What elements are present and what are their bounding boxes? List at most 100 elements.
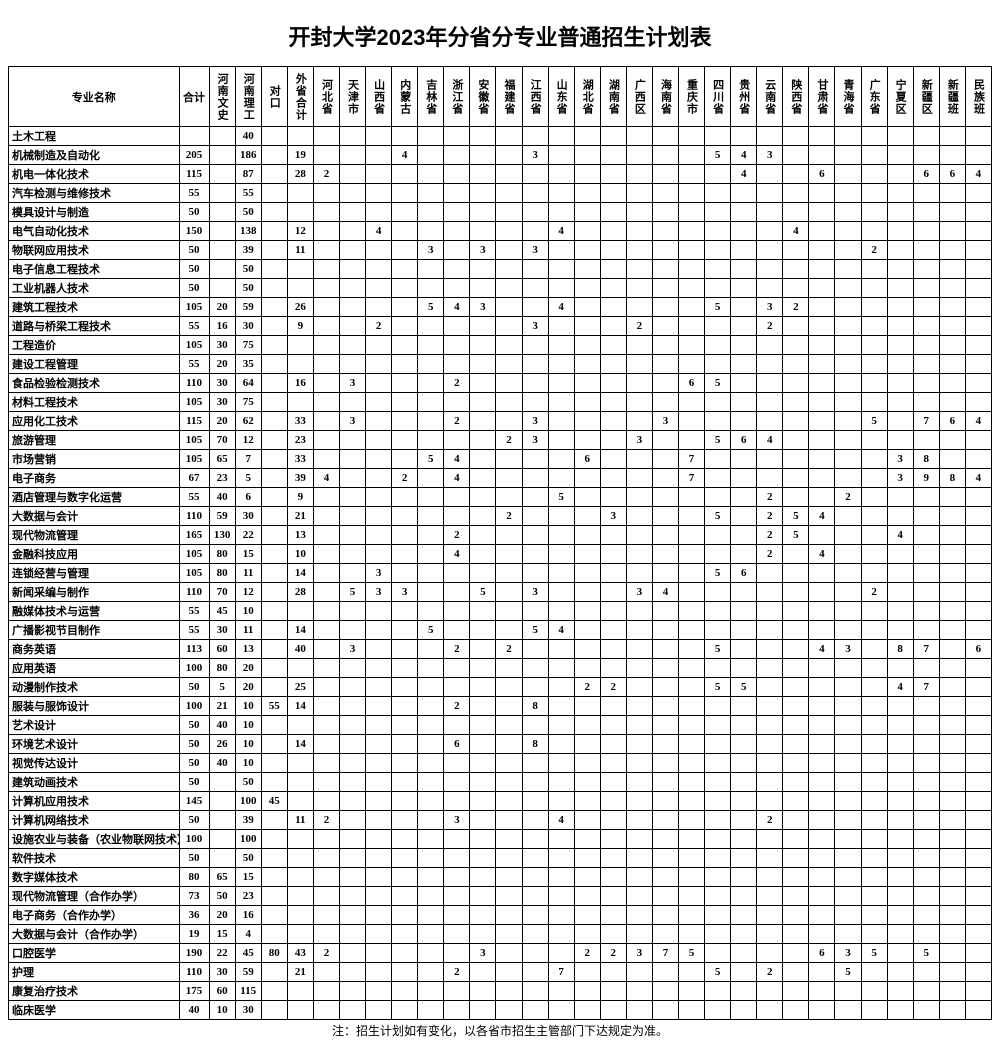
cell-xjb — [939, 431, 965, 450]
cell-gz — [731, 925, 757, 944]
cell-gs — [809, 906, 835, 925]
cell-xjb — [939, 393, 965, 412]
cell-jx — [522, 507, 548, 526]
cell-sx — [366, 1001, 392, 1020]
cell-hub — [574, 393, 600, 412]
cell-nx — [887, 906, 913, 925]
cell-gz: 5 — [731, 678, 757, 697]
cell-hb — [313, 887, 339, 906]
cell-cq — [679, 678, 705, 697]
cell-wshj: 26 — [287, 298, 313, 317]
cell-hnws: 80 — [209, 659, 235, 678]
cell-sc: 5 — [705, 564, 731, 583]
cell-gd — [861, 735, 887, 754]
cell-nx — [887, 241, 913, 260]
cell-total: 100 — [179, 697, 209, 716]
cell-gs — [809, 488, 835, 507]
cell-nmg — [392, 184, 418, 203]
cell-sd — [548, 887, 574, 906]
cell-nmg — [392, 1001, 418, 1020]
cell-total: 115 — [179, 165, 209, 184]
cell-yn — [757, 203, 783, 222]
cell-qh — [835, 659, 861, 678]
cell-sx — [366, 184, 392, 203]
cell-hun — [600, 1001, 626, 1020]
cell-xj — [913, 583, 939, 602]
cell-major: 电子信息工程技术 — [9, 260, 180, 279]
cell-cq — [679, 222, 705, 241]
cell-xj — [913, 203, 939, 222]
cell-sx — [366, 469, 392, 488]
table-row: 应用化工技术11520623332335764 — [9, 412, 992, 431]
cell-qh: 2 — [835, 488, 861, 507]
cell-hb — [313, 792, 339, 811]
cell-hb — [313, 754, 339, 773]
cell-nmg: 2 — [392, 469, 418, 488]
cell-hnws: 45 — [209, 602, 235, 621]
cell-gd: 2 — [861, 583, 887, 602]
cell-qh — [835, 203, 861, 222]
cell-jl — [418, 222, 444, 241]
cell-fj — [496, 279, 522, 298]
cell-shx — [783, 469, 809, 488]
cell-gd — [861, 868, 887, 887]
col-header-zj: 浙江省 — [444, 67, 470, 127]
cell-sd — [548, 944, 574, 963]
cell-gx — [626, 773, 652, 792]
cell-hub — [574, 811, 600, 830]
cell-total: 55 — [179, 488, 209, 507]
cell-hub — [574, 279, 600, 298]
cell-jx — [522, 849, 548, 868]
cell-sc: 5 — [705, 678, 731, 697]
cell-gx — [626, 963, 652, 982]
cell-wshj: 11 — [287, 241, 313, 260]
cell-major: 护理 — [9, 963, 180, 982]
cell-yn — [757, 602, 783, 621]
cell-ah — [470, 621, 496, 640]
cell-hun — [600, 431, 626, 450]
cell-jl — [418, 127, 444, 146]
cell-xj — [913, 906, 939, 925]
cell-gz — [731, 393, 757, 412]
cell-nx — [887, 260, 913, 279]
cell-hnlg: 55 — [235, 184, 261, 203]
cell-hnlg: 64 — [235, 374, 261, 393]
cell-gd — [861, 1001, 887, 1020]
cell-hub — [574, 982, 600, 1001]
cell-ah — [470, 184, 496, 203]
cell-hain — [652, 355, 678, 374]
table-row: 设施农业与装备（农业物联网技术）100100 — [9, 830, 992, 849]
cell-hnws — [209, 811, 235, 830]
cell-sc — [705, 849, 731, 868]
cell-xjb — [939, 298, 965, 317]
table-row: 建设工程管理552035 — [9, 355, 992, 374]
cell-cq — [679, 754, 705, 773]
cell-hnlg: 10 — [235, 754, 261, 773]
cell-gd: 2 — [861, 241, 887, 260]
cell-sx — [366, 735, 392, 754]
table-row: 软件技术5050 — [9, 849, 992, 868]
cell-total: 55 — [179, 602, 209, 621]
cell-gs — [809, 355, 835, 374]
cell-total: 110 — [179, 507, 209, 526]
cell-total: 150 — [179, 222, 209, 241]
cell-dk — [261, 203, 287, 222]
cell-cq — [679, 317, 705, 336]
cell-gs — [809, 222, 835, 241]
cell-xj — [913, 355, 939, 374]
cell-gx — [626, 545, 652, 564]
cell-jl — [418, 260, 444, 279]
cell-jx: 3 — [522, 431, 548, 450]
cell-wshj: 28 — [287, 165, 313, 184]
cell-gd — [861, 887, 887, 906]
cell-gx — [626, 241, 652, 260]
table-row: 建筑动画技术5050 — [9, 773, 992, 792]
cell-total: 80 — [179, 868, 209, 887]
cell-gd — [861, 811, 887, 830]
cell-tj — [339, 545, 365, 564]
col-header-wshj: 外省合计 — [287, 67, 313, 127]
table-row: 汽车检测与维修技术5555 — [9, 184, 992, 203]
cell-fj — [496, 849, 522, 868]
cell-mzb — [965, 279, 991, 298]
cell-yn: 2 — [757, 317, 783, 336]
